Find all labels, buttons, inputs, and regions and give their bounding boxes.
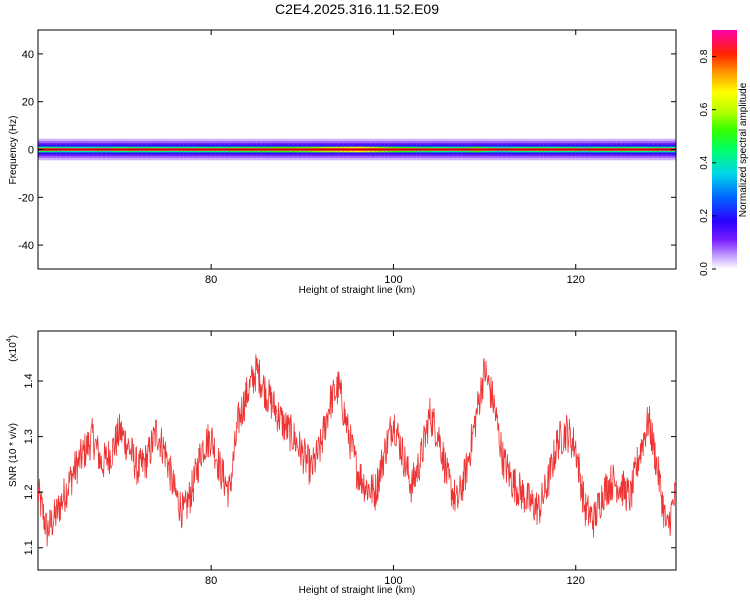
spectrogram-x-label: Height of straight line (km) bbox=[299, 285, 416, 296]
snr-ticks: 80 100 120 1.1 1.2 1.3 1.4 bbox=[23, 331, 676, 587]
snr-panel: 80 100 120 1.1 1.2 1.3 1.4 Height of straight … bbox=[6, 330, 677, 596]
snr-scale-prefix: (x10 bbox=[8, 342, 19, 362]
snr-y-tick-label: 1.2 bbox=[23, 485, 35, 500]
spectrogram-ticks: 80 100 120 -40 -20 0 20 40 bbox=[18, 30, 676, 286]
colorbar-tick-label: 0.0 bbox=[699, 262, 710, 276]
colorbar-gradient bbox=[712, 30, 737, 269]
spectrogram-y-label: Frequency (Hz) bbox=[8, 116, 19, 185]
snr-y-tick-label: 1.4 bbox=[23, 373, 35, 388]
spectrogram-x-tick-label: 80 bbox=[205, 274, 217, 286]
spectrogram-y-tick-label: 20 bbox=[22, 97, 34, 109]
snr-scale-exponent: 4 bbox=[6, 338, 13, 342]
spectrogram-y-tick-label: 0 bbox=[28, 145, 34, 157]
spectrogram-x-tick-label: 120 bbox=[567, 274, 585, 286]
spectral-line-band bbox=[38, 138, 676, 161]
spectrogram-y-tick-label: -40 bbox=[18, 240, 34, 252]
spectrogram-y-tick-label: -20 bbox=[18, 192, 34, 204]
snr-frame bbox=[37, 330, 677, 571]
snr-scale-label: (x104) bbox=[6, 335, 19, 362]
snr-x-tick-label: 100 bbox=[384, 575, 402, 587]
snr-scale-close: ) bbox=[8, 335, 19, 338]
snr-series-line bbox=[38, 354, 676, 547]
spectrogram-y-tick-label: 40 bbox=[22, 49, 34, 61]
colorbar-label: Normalized spectral amplitude bbox=[738, 82, 749, 217]
snr-y-tick-label: 1.1 bbox=[23, 540, 35, 555]
colorbar: 0.0 0.2 0.4 0.6 0.8 Normalized spectral ampl… bbox=[699, 30, 749, 276]
figure-title: C2E4.2025.316.11.52.E09 bbox=[275, 1, 439, 17]
spectrogram-panel: 80 100 120 -40 -20 0 20 40 Height of straight l… bbox=[8, 29, 677, 296]
snr-x-label: Height of straight line (km) bbox=[299, 585, 416, 596]
svg-text:(x104): (x104) bbox=[6, 335, 19, 362]
colorbar-tick-label: 0.4 bbox=[699, 155, 710, 169]
colorbar-ticks: 0.0 0.2 0.4 0.6 0.8 bbox=[699, 49, 716, 276]
colorbar-tick-label: 0.8 bbox=[699, 49, 710, 63]
colorbar-tick-label: 0.2 bbox=[699, 209, 710, 223]
snr-y-label: SNR (10 * v/v) bbox=[8, 423, 19, 487]
spectrogram-x-tick-label: 100 bbox=[384, 274, 402, 286]
snr-y-tick-label: 1.3 bbox=[23, 429, 35, 444]
snr-x-tick-label: 120 bbox=[567, 575, 585, 587]
snr-x-tick-label: 80 bbox=[205, 575, 217, 587]
colorbar-tick-label: 0.6 bbox=[699, 102, 710, 116]
